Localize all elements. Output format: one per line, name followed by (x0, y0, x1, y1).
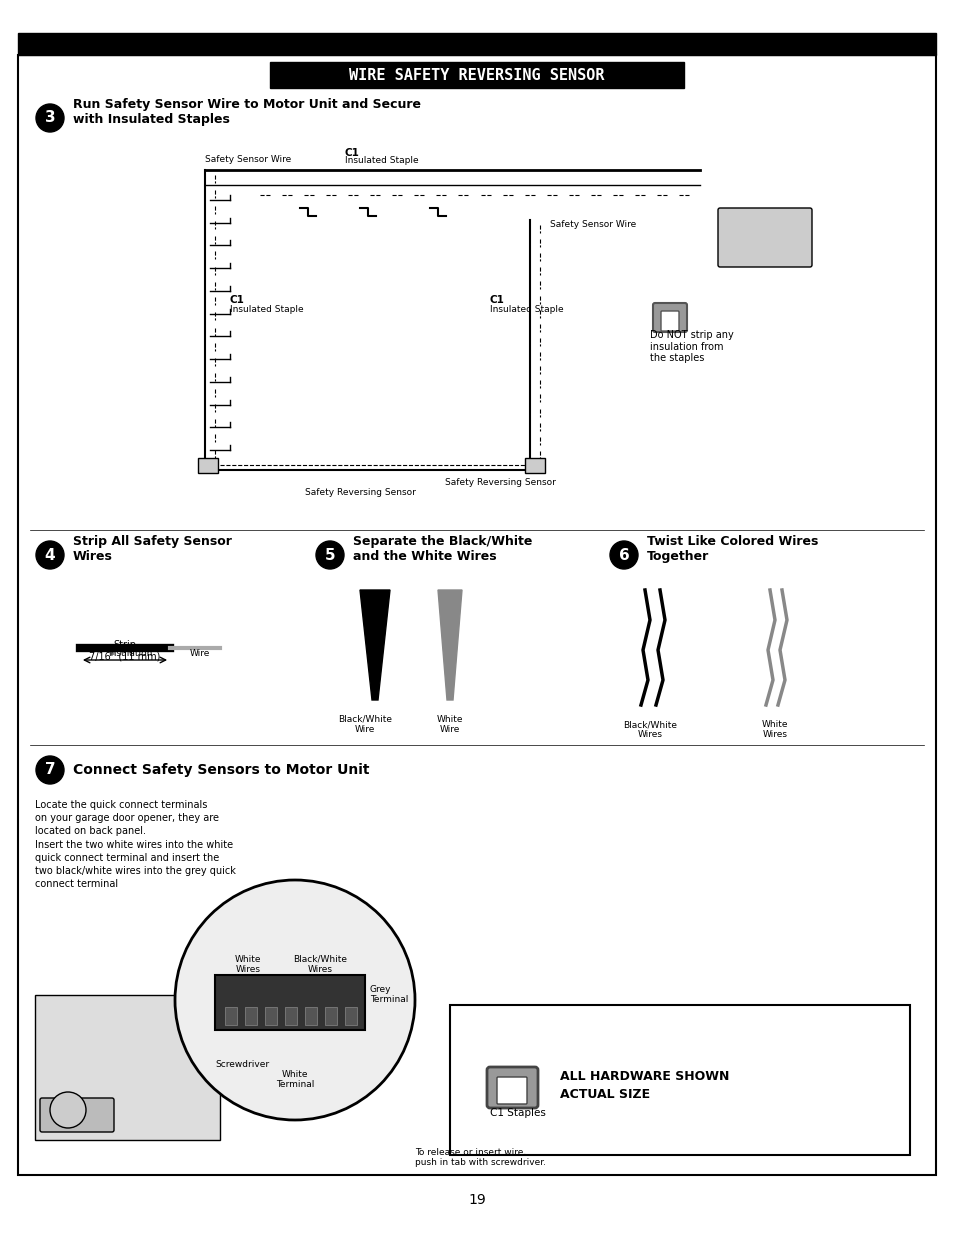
FancyBboxPatch shape (35, 995, 220, 1140)
Text: 7: 7 (45, 762, 55, 778)
Text: Connect Safety Sensors to Motor Unit: Connect Safety Sensors to Motor Unit (73, 763, 369, 777)
Text: 4: 4 (45, 547, 55, 562)
Text: Insulated Staple: Insulated Staple (230, 305, 303, 314)
Text: Insulated Staple: Insulated Staple (345, 156, 418, 165)
FancyBboxPatch shape (450, 1005, 909, 1155)
Text: 6: 6 (618, 547, 629, 562)
FancyBboxPatch shape (325, 1007, 336, 1025)
FancyBboxPatch shape (652, 303, 686, 332)
Text: 19: 19 (468, 1193, 485, 1207)
Text: C1: C1 (345, 148, 359, 158)
Text: ALL HARDWARE SHOWN
ACTUAL SIZE: ALL HARDWARE SHOWN ACTUAL SIZE (559, 1070, 729, 1100)
Text: To release or insert wire,
push in tab with screwdriver.: To release or insert wire, push in tab w… (415, 1149, 545, 1167)
Text: Black/White
Wire: Black/White Wire (337, 715, 392, 735)
Text: Insulated Staple: Insulated Staple (490, 305, 563, 314)
Text: WIRE SAFETY REVERSING SENSOR: WIRE SAFETY REVERSING SENSOR (349, 68, 604, 83)
Text: White
Wires: White Wires (234, 955, 261, 974)
FancyBboxPatch shape (718, 207, 811, 267)
Ellipse shape (751, 210, 778, 266)
Text: White
Wires: White Wires (760, 720, 787, 740)
Text: Safety Sensor Wire: Safety Sensor Wire (205, 156, 291, 164)
Text: Black/White
Wires: Black/White Wires (293, 955, 347, 974)
FancyBboxPatch shape (40, 1098, 113, 1132)
Text: Screwdriver: Screwdriver (215, 1060, 270, 1070)
Text: C1: C1 (230, 295, 245, 305)
Polygon shape (437, 590, 461, 700)
Text: C1 Staples: C1 Staples (490, 1108, 545, 1118)
FancyBboxPatch shape (270, 62, 683, 88)
Text: Separate the Black/White
and the White Wires: Separate the Black/White and the White W… (353, 535, 532, 563)
Text: Do NOT strip any
insulation from
the staples: Do NOT strip any insulation from the sta… (649, 330, 733, 363)
FancyBboxPatch shape (245, 1007, 256, 1025)
FancyBboxPatch shape (486, 1067, 537, 1108)
FancyBboxPatch shape (285, 1007, 296, 1025)
Text: Run Safety Sensor Wire to Motor Unit and Secure
with Insulated Staples: Run Safety Sensor Wire to Motor Unit and… (73, 98, 420, 126)
Text: Safety Reversing Sensor: Safety Reversing Sensor (305, 488, 416, 496)
Text: Wire: Wire (190, 650, 210, 658)
Circle shape (36, 756, 64, 784)
Circle shape (36, 541, 64, 569)
Text: Insulation: Insulation (108, 650, 152, 658)
Text: 3: 3 (45, 110, 55, 126)
Circle shape (174, 881, 415, 1120)
Circle shape (36, 104, 64, 132)
FancyBboxPatch shape (305, 1007, 316, 1025)
FancyBboxPatch shape (497, 1077, 526, 1104)
FancyBboxPatch shape (198, 458, 218, 473)
Text: White
Wire: White Wire (436, 715, 463, 735)
Text: Strip All Safety Sensor
Wires: Strip All Safety Sensor Wires (73, 535, 232, 563)
Bar (18, 33, 935, 56)
Text: White
Terminal: White Terminal (275, 1070, 314, 1089)
Text: Safety Reversing Sensor: Safety Reversing Sensor (444, 478, 556, 487)
FancyBboxPatch shape (265, 1007, 276, 1025)
FancyBboxPatch shape (660, 311, 679, 331)
Circle shape (50, 1092, 86, 1128)
FancyBboxPatch shape (225, 1007, 236, 1025)
Polygon shape (359, 590, 390, 700)
Text: 5: 5 (324, 547, 335, 562)
Text: Safety Sensor Wire: Safety Sensor Wire (550, 220, 636, 228)
Circle shape (609, 541, 638, 569)
Text: C1: C1 (490, 295, 504, 305)
FancyBboxPatch shape (524, 458, 544, 473)
Text: Strip
7/16" (11 mm): Strip 7/16" (11 mm) (90, 640, 160, 662)
FancyBboxPatch shape (214, 974, 365, 1030)
Text: Twist Like Colored Wires
Together: Twist Like Colored Wires Together (646, 535, 818, 563)
FancyBboxPatch shape (18, 56, 935, 1174)
FancyBboxPatch shape (345, 1007, 356, 1025)
Circle shape (315, 541, 344, 569)
Text: Black/White
Wires: Black/White Wires (622, 720, 677, 740)
Text: Locate the quick connect terminals
on your garage door opener, they are
located : Locate the quick connect terminals on yo… (35, 800, 235, 889)
Text: Grey
Terminal: Grey Terminal (370, 986, 408, 1004)
